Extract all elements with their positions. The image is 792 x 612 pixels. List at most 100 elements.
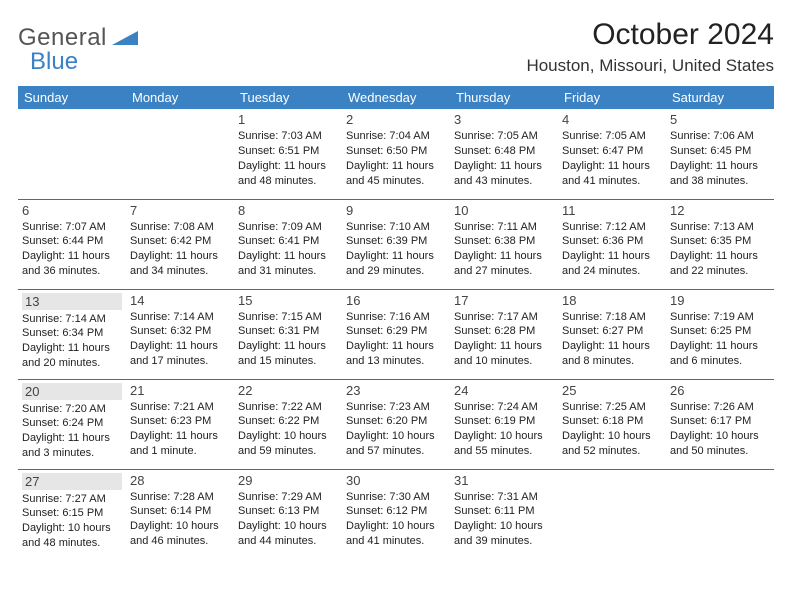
day-detail-line: Daylight: 10 hours — [22, 521, 122, 536]
day-number: 15 — [238, 293, 338, 308]
day-detail-line: Daylight: 11 hours — [670, 159, 770, 174]
day-detail-line: Sunrise: 7:23 AM — [346, 400, 446, 415]
day-detail-line: Sunset: 6:22 PM — [238, 414, 338, 429]
day-detail-line: Daylight: 11 hours — [130, 339, 230, 354]
day-details: Sunrise: 7:07 AMSunset: 6:44 PMDaylight:… — [22, 220, 122, 279]
day-detail-line: Sunset: 6:34 PM — [22, 326, 122, 341]
day-details: Sunrise: 7:11 AMSunset: 6:38 PMDaylight:… — [454, 220, 554, 279]
day-detail-line: Sunrise: 7:25 AM — [562, 400, 662, 415]
calendar-week-row: 1Sunrise: 7:03 AMSunset: 6:51 PMDaylight… — [18, 109, 774, 199]
day-number: 10 — [454, 203, 554, 218]
day-detail-line: Sunset: 6:31 PM — [238, 324, 338, 339]
day-number: 30 — [346, 473, 446, 488]
calendar-day-cell: 9Sunrise: 7:10 AMSunset: 6:39 PMDaylight… — [342, 199, 450, 289]
day-detail-line: Sunset: 6:24 PM — [22, 416, 122, 431]
day-details: Sunrise: 7:21 AMSunset: 6:23 PMDaylight:… — [130, 400, 230, 459]
day-number: 8 — [238, 203, 338, 218]
day-detail-line: Sunset: 6:38 PM — [454, 234, 554, 249]
calendar-table: SundayMondayTuesdayWednesdayThursdayFrid… — [18, 86, 774, 559]
day-number: 24 — [454, 383, 554, 398]
calendar-week-row: 20Sunrise: 7:20 AMSunset: 6:24 PMDayligh… — [18, 379, 774, 469]
day-number: 31 — [454, 473, 554, 488]
day-detail-line: Daylight: 11 hours — [346, 159, 446, 174]
day-number: 21 — [130, 383, 230, 398]
calendar-day-cell: 25Sunrise: 7:25 AMSunset: 6:18 PMDayligh… — [558, 379, 666, 469]
day-number: 18 — [562, 293, 662, 308]
day-detail-line: Daylight: 11 hours — [22, 249, 122, 264]
day-detail-line: Sunrise: 7:13 AM — [670, 220, 770, 235]
calendar-day-cell — [126, 109, 234, 199]
day-detail-line: Daylight: 11 hours — [562, 339, 662, 354]
day-detail-line: and 31 minutes. — [238, 264, 338, 279]
day-detail-line: Sunset: 6:25 PM — [670, 324, 770, 339]
day-detail-line: Sunset: 6:18 PM — [562, 414, 662, 429]
day-detail-line: Sunrise: 7:08 AM — [130, 220, 230, 235]
day-detail-line: Sunset: 6:28 PM — [454, 324, 554, 339]
day-detail-line: and 20 minutes. — [22, 356, 122, 371]
day-detail-line: and 46 minutes. — [130, 534, 230, 549]
day-detail-line: and 36 minutes. — [22, 264, 122, 279]
day-detail-line: Sunrise: 7:05 AM — [562, 129, 662, 144]
day-detail-line: Sunset: 6:20 PM — [346, 414, 446, 429]
day-detail-line: Sunset: 6:51 PM — [238, 144, 338, 159]
calendar-day-cell: 15 Sunrise: 7:15 AMSunset: 6:31 PMDayligh… — [234, 289, 342, 379]
day-detail-line: and 50 minutes. — [670, 444, 770, 459]
calendar-day-cell: 17Sunrise: 7:17 AMSunset: 6:28 PMDayligh… — [450, 289, 558, 379]
logo-text-blue: Blue — [30, 48, 138, 76]
day-details: Sunrise: 7:05 AMSunset: 6:47 PMDaylight:… — [562, 129, 662, 188]
day-detail-line: Daylight: 11 hours — [238, 249, 338, 264]
day-detail-line: and 8 minutes. — [562, 354, 662, 369]
day-details: Sunrise: 7:26 AMSunset: 6:17 PMDaylight:… — [670, 400, 770, 459]
day-number: 17 — [454, 293, 554, 308]
day-detail-line: and 17 minutes. — [130, 354, 230, 369]
calendar-day-cell: 21 Sunrise: 7:21 AMSunset: 6:23 PMDayligh… — [126, 379, 234, 469]
day-detail-line: and 41 minutes. — [346, 534, 446, 549]
day-detail-line: Sunset: 6:35 PM — [670, 234, 770, 249]
day-detail-line: and 59 minutes. — [238, 444, 338, 459]
day-detail-line: and 52 minutes. — [562, 444, 662, 459]
day-detail-line: Sunset: 6:41 PM — [238, 234, 338, 249]
day-detail-line: Sunset: 6:44 PM — [22, 234, 122, 249]
calendar-day-cell: 18Sunrise: 7:18 AMSunset: 6:27 PMDayligh… — [558, 289, 666, 379]
day-detail-line: Sunrise: 7:22 AM — [238, 400, 338, 415]
day-details: Sunrise: 7:10 AMSunset: 6:39 PMDaylight:… — [346, 220, 446, 279]
calendar-week-row: 27Sunrise: 7:27 AMSunset: 6:15 PMDayligh… — [18, 469, 774, 559]
day-details: Sunrise: 7:29 AMSunset: 6:13 PMDaylight:… — [238, 490, 338, 549]
calendar-day-cell: 3Sunrise: 7:05 AMSunset: 6:48 PMDaylight… — [450, 109, 558, 199]
day-detail-line: and 1 minute. — [130, 444, 230, 459]
calendar-header-row: SundayMondayTuesdayWednesdayThursdayFrid… — [18, 86, 774, 109]
calendar-day-cell — [666, 469, 774, 559]
calendar-day-cell: 20Sunrise: 7:20 AMSunset: 6:24 PMDayligh… — [18, 379, 126, 469]
day-details: Sunrise: 7:15 AMSunset: 6:31 PMDaylight:… — [238, 310, 338, 369]
day-number: 20 — [22, 383, 122, 400]
day-detail-line: Daylight: 11 hours — [670, 249, 770, 264]
day-detail-line: Sunrise: 7:04 AM — [346, 129, 446, 144]
day-detail-line: Daylight: 10 hours — [238, 429, 338, 444]
day-detail-line: Sunrise: 7:16 AM — [346, 310, 446, 325]
calendar-day-cell: 16Sunrise: 7:16 AMSunset: 6:29 PMDayligh… — [342, 289, 450, 379]
calendar-day-cell: 28Sunrise: 7:28 AMSunset: 6:14 PMDayligh… — [126, 469, 234, 559]
day-detail-line: Sunrise: 7:17 AM — [454, 310, 554, 325]
day-detail-line: and 48 minutes. — [238, 174, 338, 189]
day-detail-line: Sunset: 6:19 PM — [454, 414, 554, 429]
day-details: Sunrise: 7:22 AMSunset: 6:22 PMDaylight:… — [238, 400, 338, 459]
day-detail-line: Sunset: 6:14 PM — [130, 504, 230, 519]
day-detail-line: Sunset: 6:11 PM — [454, 504, 554, 519]
day-detail-line: Sunrise: 7:14 AM — [130, 310, 230, 325]
day-number: 25 — [562, 383, 662, 398]
calendar-day-cell: 10 Sunrise: 7:11 AMSunset: 6:38 PMDayligh… — [450, 199, 558, 289]
calendar-day-cell: 23Sunrise: 7:23 AMSunset: 6:20 PMDayligh… — [342, 379, 450, 469]
day-detail-line: Sunset: 6:32 PM — [130, 324, 230, 339]
calendar-day-cell: 12Sunrise: 7:13 AMSunset: 6:35 PMDayligh… — [666, 199, 774, 289]
day-number: 19 — [670, 293, 770, 308]
day-detail-line: Sunrise: 7:28 AM — [130, 490, 230, 505]
day-detail-line: Daylight: 10 hours — [130, 519, 230, 534]
weekday-header: Wednesday — [342, 86, 450, 109]
day-detail-line: Sunrise: 7:10 AM — [346, 220, 446, 235]
day-number: 29 — [238, 473, 338, 488]
day-number: 2 — [346, 112, 446, 127]
weekday-header: Friday — [558, 86, 666, 109]
day-details: Sunrise: 7:30 AMSunset: 6:12 PMDaylight:… — [346, 490, 446, 549]
weekday-header: Thursday — [450, 86, 558, 109]
day-detail-line: Sunset: 6:36 PM — [562, 234, 662, 249]
